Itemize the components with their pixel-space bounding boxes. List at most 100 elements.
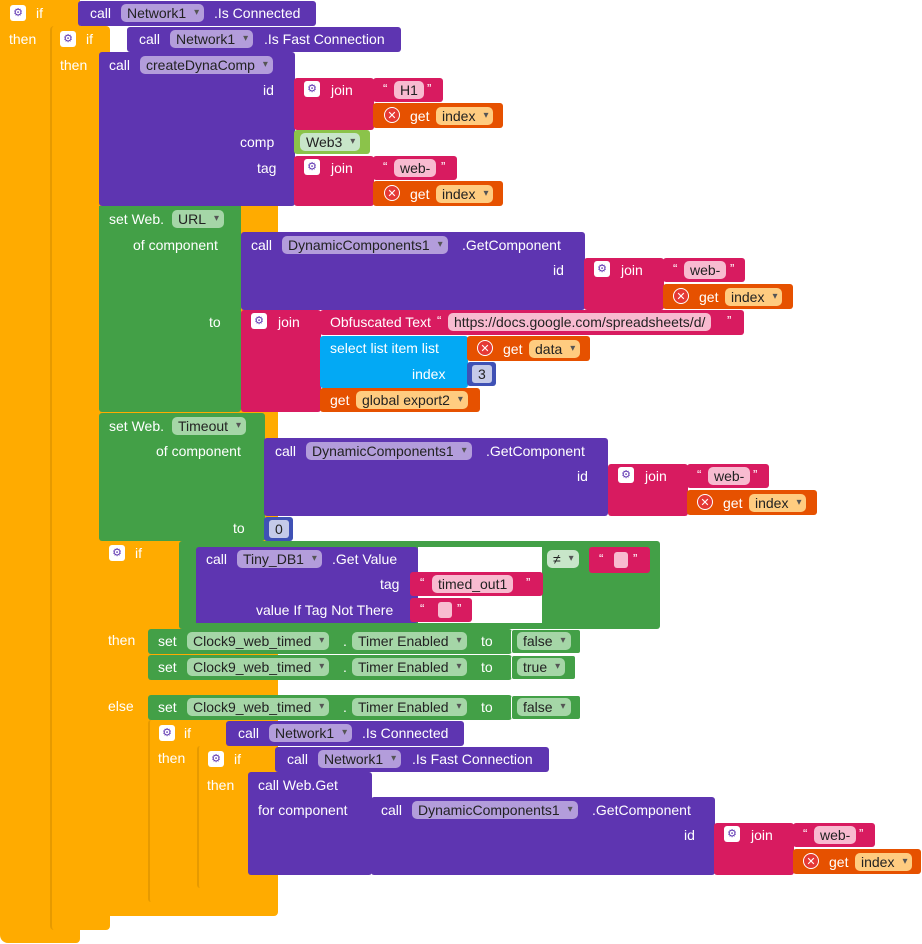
- id-param-label: id: [684, 827, 695, 843]
- if-keyword: if: [36, 5, 43, 21]
- web-get-block[interactable]: [248, 772, 372, 875]
- open-quote: “: [420, 601, 425, 616]
- text-field[interactable]: web-: [394, 159, 437, 177]
- close-quote: ”: [441, 159, 446, 174]
- variable-dropdown[interactable]: index: [725, 288, 783, 306]
- get-keyword: get: [699, 289, 719, 305]
- component-dropdown[interactable]: Web3: [300, 133, 361, 151]
- empty-text-field[interactable]: [438, 602, 452, 618]
- dynamic-components-dropdown[interactable]: DynamicComponents1: [282, 236, 448, 254]
- text-field[interactable]: web-: [814, 826, 857, 844]
- network-component-dropdown[interactable]: Network1: [170, 30, 254, 48]
- procedure-dropdown[interactable]: createDynaComp: [140, 56, 273, 74]
- close-quote: ”: [526, 575, 531, 590]
- mutator-gear-icon[interactable]: ⚙: [304, 159, 320, 175]
- open-quote: “: [383, 159, 388, 174]
- variable-dropdown[interactable]: index: [855, 853, 913, 871]
- tag-param-label: tag: [257, 160, 277, 176]
- if-else-block[interactable]: [99, 541, 149, 916]
- dynamic-components-dropdown[interactable]: DynamicComponents1: [306, 442, 472, 460]
- then-keyword: then: [108, 632, 136, 648]
- tag-param-label: tag: [380, 576, 400, 592]
- dynamic-components-dropdown[interactable]: DynamicComponents1: [412, 801, 578, 819]
- get-value-method: .Get Value: [332, 551, 398, 567]
- select-list-item-block[interactable]: [320, 336, 468, 388]
- text-field[interactable]: web-: [708, 467, 751, 485]
- boolean-dropdown[interactable]: true: [517, 658, 566, 676]
- clock-component-dropdown[interactable]: Clock9_web_timed: [187, 658, 330, 676]
- empty-text-field[interactable]: [614, 552, 628, 568]
- mutator-gear-icon[interactable]: ⚙: [618, 467, 634, 483]
- id-param-label: id: [577, 468, 588, 484]
- url-text-field[interactable]: https://docs.google.com/spreadsheets/d/: [448, 313, 712, 331]
- text-field[interactable]: H1: [394, 81, 424, 99]
- error-icon[interactable]: ✕: [384, 107, 400, 123]
- mutator-gear-icon[interactable]: ⚙: [724, 826, 740, 842]
- is-connected-method: .Is Connected: [214, 5, 301, 21]
- variable-dropdown[interactable]: index: [436, 185, 494, 203]
- join-keyword: join: [645, 468, 667, 484]
- mutator-gear-icon[interactable]: ⚙: [208, 751, 224, 767]
- timer-enabled-dropdown[interactable]: Timer Enabled: [352, 658, 467, 676]
- boolean-dropdown[interactable]: false: [517, 698, 571, 716]
- set-keyword: set: [158, 659, 177, 675]
- get-keyword: get: [829, 854, 849, 870]
- call-keyword: call: [275, 443, 297, 459]
- error-icon[interactable]: ✕: [697, 494, 713, 510]
- index-param-label: index: [412, 366, 446, 382]
- compare-operator-dropdown[interactable]: ≠: [547, 550, 579, 568]
- mutator-gear-icon[interactable]: ⚙: [109, 545, 125, 561]
- create-dyna-comp-block[interactable]: [99, 52, 295, 206]
- error-icon[interactable]: ✕: [803, 853, 819, 869]
- property-dropdown[interactable]: Timeout: [172, 417, 247, 435]
- mutator-gear-icon[interactable]: ⚙: [304, 81, 320, 97]
- call-keyword: call: [206, 551, 228, 567]
- then-keyword: then: [158, 750, 186, 766]
- get-keyword: get: [503, 341, 523, 357]
- open-quote: “: [599, 551, 604, 566]
- tinydb-get-value-lower: [196, 570, 411, 623]
- mutator-gear-icon[interactable]: ⚙: [594, 261, 610, 277]
- clock-component-dropdown[interactable]: Clock9_web_timed: [187, 698, 330, 716]
- close-quote: ”: [727, 313, 732, 328]
- text-field[interactable]: timed_out1: [432, 575, 514, 593]
- network-component-dropdown[interactable]: Network1: [121, 4, 205, 22]
- open-quote: “: [803, 826, 808, 841]
- open-quote: “: [673, 261, 678, 276]
- to-label: to: [233, 520, 245, 536]
- id-param-label: id: [263, 82, 274, 98]
- global-variable-dropdown[interactable]: global export2: [356, 391, 468, 409]
- id-param-label: id: [553, 262, 564, 278]
- property-dropdown[interactable]: URL: [172, 210, 225, 228]
- call-keyword: call: [109, 57, 131, 73]
- dot-separator: .: [343, 699, 347, 715]
- is-connected-method: .Is Connected: [362, 725, 449, 741]
- text-field[interactable]: web-: [684, 261, 727, 279]
- network-component-dropdown[interactable]: Network1: [318, 750, 402, 768]
- error-icon[interactable]: ✕: [477, 340, 493, 356]
- timer-enabled-dropdown[interactable]: Timer Enabled: [352, 698, 467, 716]
- then-keyword: then: [207, 777, 235, 793]
- timer-enabled-dropdown[interactable]: Timer Enabled: [352, 632, 467, 650]
- network-component-dropdown[interactable]: Network1: [269, 724, 353, 742]
- dot-separator: .: [343, 659, 347, 675]
- variable-dropdown[interactable]: data: [529, 340, 581, 358]
- nested-if-fast-block[interactable]: [197, 746, 247, 888]
- error-icon[interactable]: ✕: [673, 288, 689, 304]
- tinydb-dropdown[interactable]: Tiny_DB1: [237, 550, 322, 568]
- number-field[interactable]: 3: [472, 365, 492, 383]
- nested-if-block[interactable]: [148, 720, 198, 902]
- mutator-gear-icon[interactable]: ⚙: [159, 725, 175, 741]
- error-icon[interactable]: ✕: [384, 185, 400, 201]
- variable-dropdown[interactable]: index: [749, 494, 807, 512]
- mutator-gear-icon[interactable]: ⚙: [10, 5, 26, 21]
- boolean-dropdown[interactable]: false: [517, 632, 571, 650]
- set-web-url-block[interactable]: [99, 206, 241, 412]
- get-keyword: get: [330, 392, 350, 408]
- number-field[interactable]: 0: [269, 520, 289, 538]
- get-keyword: get: [410, 108, 430, 124]
- clock-component-dropdown[interactable]: Clock9_web_timed: [187, 632, 330, 650]
- mutator-gear-icon[interactable]: ⚙: [60, 31, 76, 47]
- variable-dropdown[interactable]: index: [436, 107, 494, 125]
- mutator-gear-icon[interactable]: ⚙: [251, 313, 267, 329]
